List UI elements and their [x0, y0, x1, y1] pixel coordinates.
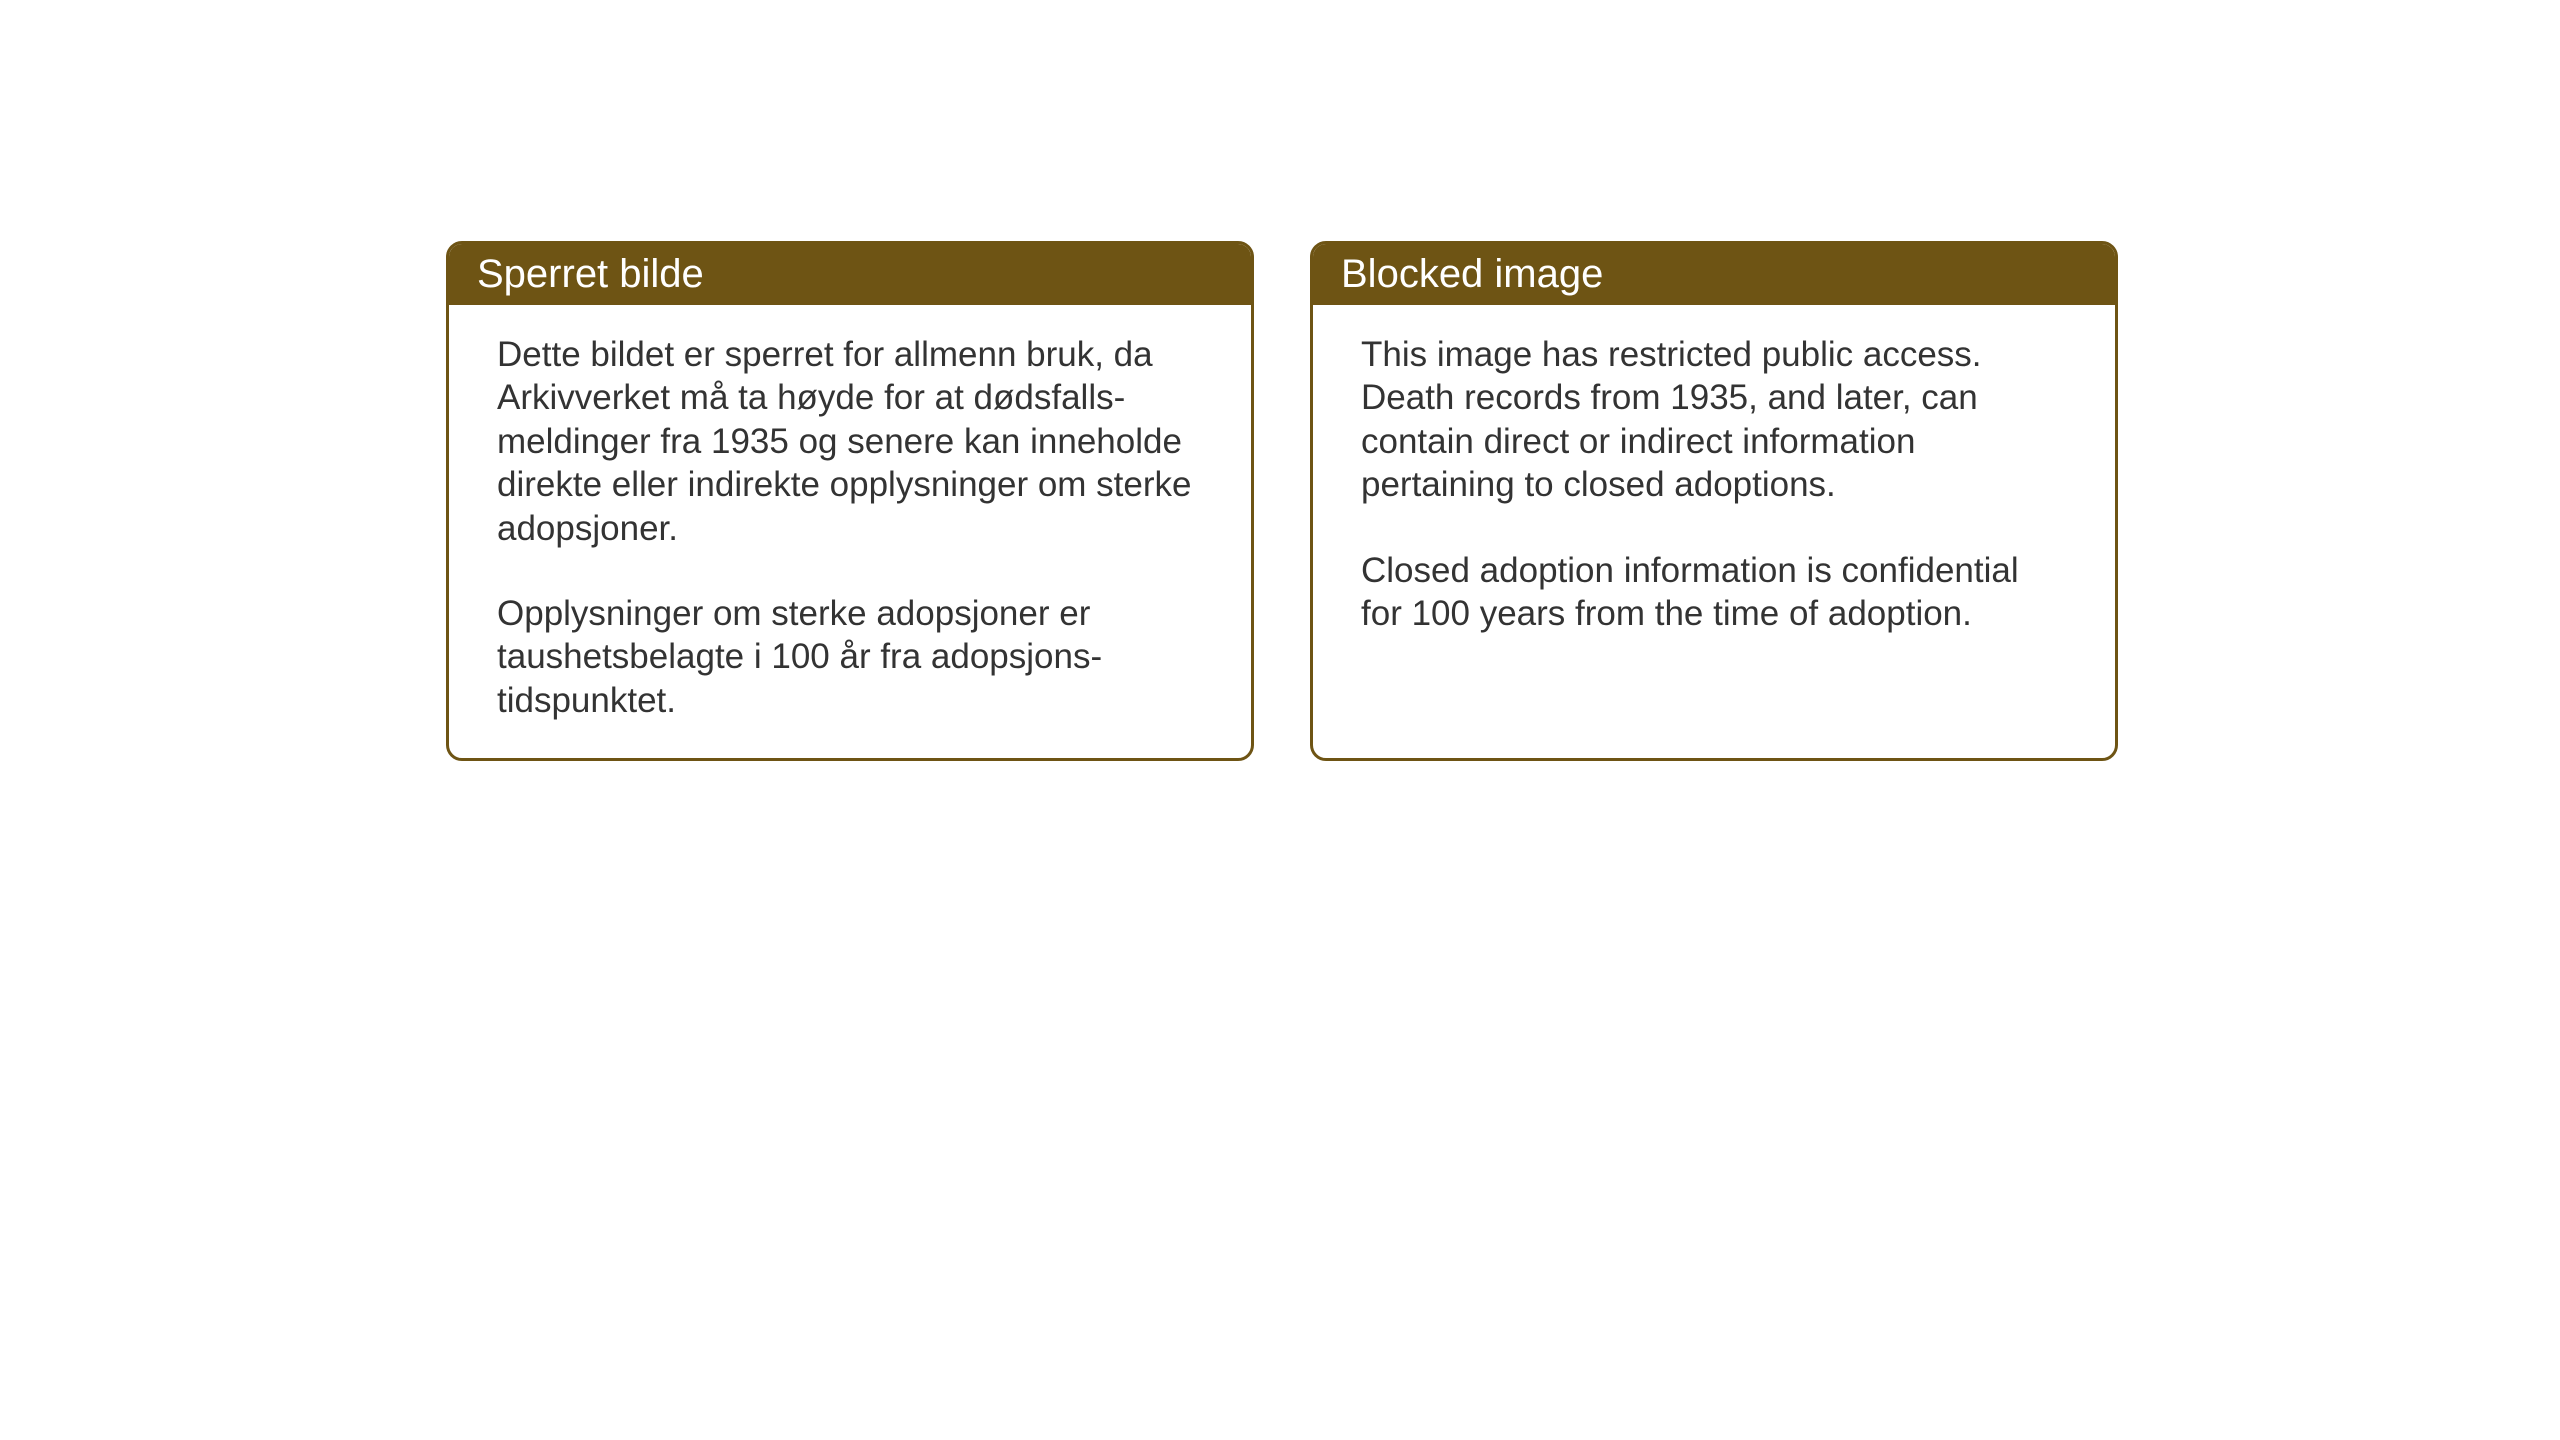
card-paragraph: Closed adoption information is confident… [1361, 549, 2067, 636]
card-body-english: This image has restricted public access.… [1313, 305, 2115, 685]
card-title: Sperret bilde [477, 252, 704, 296]
card-paragraph: Opplysninger om sterke adopsjoner er tau… [497, 592, 1203, 722]
card-paragraph: Dette bildet er sperret for allmenn bruk… [497, 333, 1203, 550]
info-card-norwegian: Sperret bilde Dette bildet er sperret fo… [446, 241, 1254, 761]
info-cards-container: Sperret bilde Dette bildet er sperret fo… [446, 241, 2118, 761]
card-paragraph: This image has restricted public access.… [1361, 333, 2067, 507]
card-header-norwegian: Sperret bilde [449, 244, 1251, 305]
card-body-norwegian: Dette bildet er sperret for allmenn bruk… [449, 305, 1251, 758]
card-title: Blocked image [1341, 252, 1603, 296]
info-card-english: Blocked image This image has restricted … [1310, 241, 2118, 761]
card-header-english: Blocked image [1313, 244, 2115, 305]
